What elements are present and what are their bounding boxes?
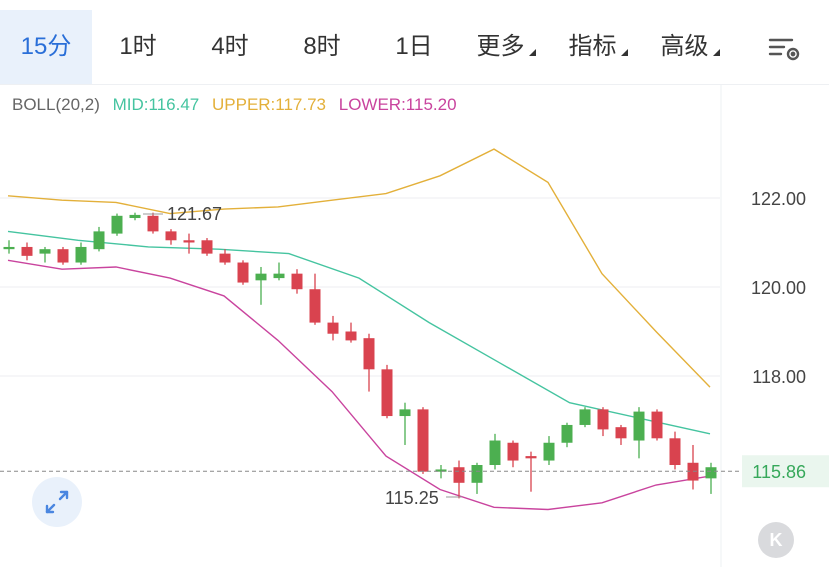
y-tick-label: 118.00: [752, 367, 806, 387]
dropdown-caret-icon: [528, 49, 536, 56]
candle-body: [633, 411, 645, 441]
candle-body: [255, 273, 267, 281]
y-tick-label: 120.00: [751, 278, 806, 298]
candle-body: [93, 231, 105, 250]
candle-body: [129, 214, 141, 219]
tab-indicators[interactable]: 指标: [552, 10, 644, 84]
candle-body: [669, 438, 681, 465]
boll-upper-line: [7, 148, 711, 388]
candle-body: [327, 322, 339, 334]
candle-body: [165, 231, 177, 241]
candle-body: [579, 409, 591, 425]
kline-icon: K: [769, 530, 783, 550]
candlestick-chart[interactable]: 122.00 120.00 118.00 121.67 115.25 115.86: [0, 84, 829, 567]
boll-legend: BOLL(20,2) MID:116.47 UPPER:117.73 LOWER…: [12, 95, 465, 115]
candle-body: [363, 338, 375, 370]
candle-body: [615, 427, 627, 439]
candle-body: [435, 469, 447, 472]
candle-body: [309, 289, 321, 323]
candle-body: [561, 424, 573, 443]
mid-value: MID:116.47: [112, 95, 200, 114]
tab-15min[interactable]: 15分: [0, 10, 92, 84]
candle-body: [345, 331, 357, 341]
candle-body: [525, 456, 537, 459]
tab-4h[interactable]: 4时: [211, 33, 249, 60]
y-tick-label: 122.00: [751, 189, 806, 209]
tab-8h[interactable]: 8时: [303, 33, 341, 60]
indicator-name: BOLL(20,2): [12, 95, 100, 114]
candle-body: [291, 273, 303, 290]
lower-value: LOWER:115.20: [338, 95, 457, 114]
candle-body: [705, 467, 717, 479]
fullscreen-button[interactable]: [32, 477, 82, 527]
tab-more[interactable]: 更多: [460, 10, 552, 84]
chart-settings-icon: [768, 38, 800, 61]
boll-mid-line: [7, 230, 711, 435]
candle-body: [147, 215, 159, 232]
candle-body: [597, 409, 609, 430]
candle-body: [21, 246, 33, 256]
candle-body: [471, 465, 483, 483]
chart-settings-button[interactable]: [767, 34, 803, 64]
upper-value: UPPER:117.73: [211, 95, 327, 114]
tab-1d[interactable]: 1日: [395, 33, 433, 60]
candle-body: [57, 249, 69, 263]
kline-logo-button[interactable]: K: [758, 522, 794, 558]
expand-arrows-icon: [45, 490, 69, 514]
candle-body: [3, 246, 15, 250]
candle-body: [183, 240, 195, 243]
candle-body: [543, 442, 555, 461]
current-price-label: 115.86: [752, 462, 806, 482]
high-annotation: 121.67: [167, 204, 222, 224]
candle-body: [237, 262, 249, 283]
dropdown-caret-icon: [712, 49, 720, 56]
candle-body: [507, 442, 519, 461]
candle-body: [489, 440, 501, 465]
candle-body: [453, 467, 465, 483]
tab-advanced[interactable]: 高级: [644, 10, 736, 84]
candle-body: [111, 215, 123, 234]
dropdown-caret-icon: [620, 49, 628, 56]
current-price-badge: [742, 455, 829, 488]
candle-body: [381, 369, 393, 417]
candle-body: [651, 411, 663, 439]
boll-lower-line: [7, 259, 711, 511]
timeframe-tab-bar: 15分 1时 4时 8时 1日 更多 指标 高级: [0, 10, 829, 85]
candle-body: [399, 409, 411, 417]
candle-body: [39, 249, 51, 254]
candle-body: [273, 273, 285, 279]
candle-body: [201, 240, 213, 254]
candle-body: [219, 253, 231, 263]
candle-body: [417, 409, 429, 472]
tab-1h[interactable]: 1时: [119, 33, 157, 60]
low-annotation: 115.25: [385, 488, 439, 508]
candle-body: [75, 246, 87, 263]
